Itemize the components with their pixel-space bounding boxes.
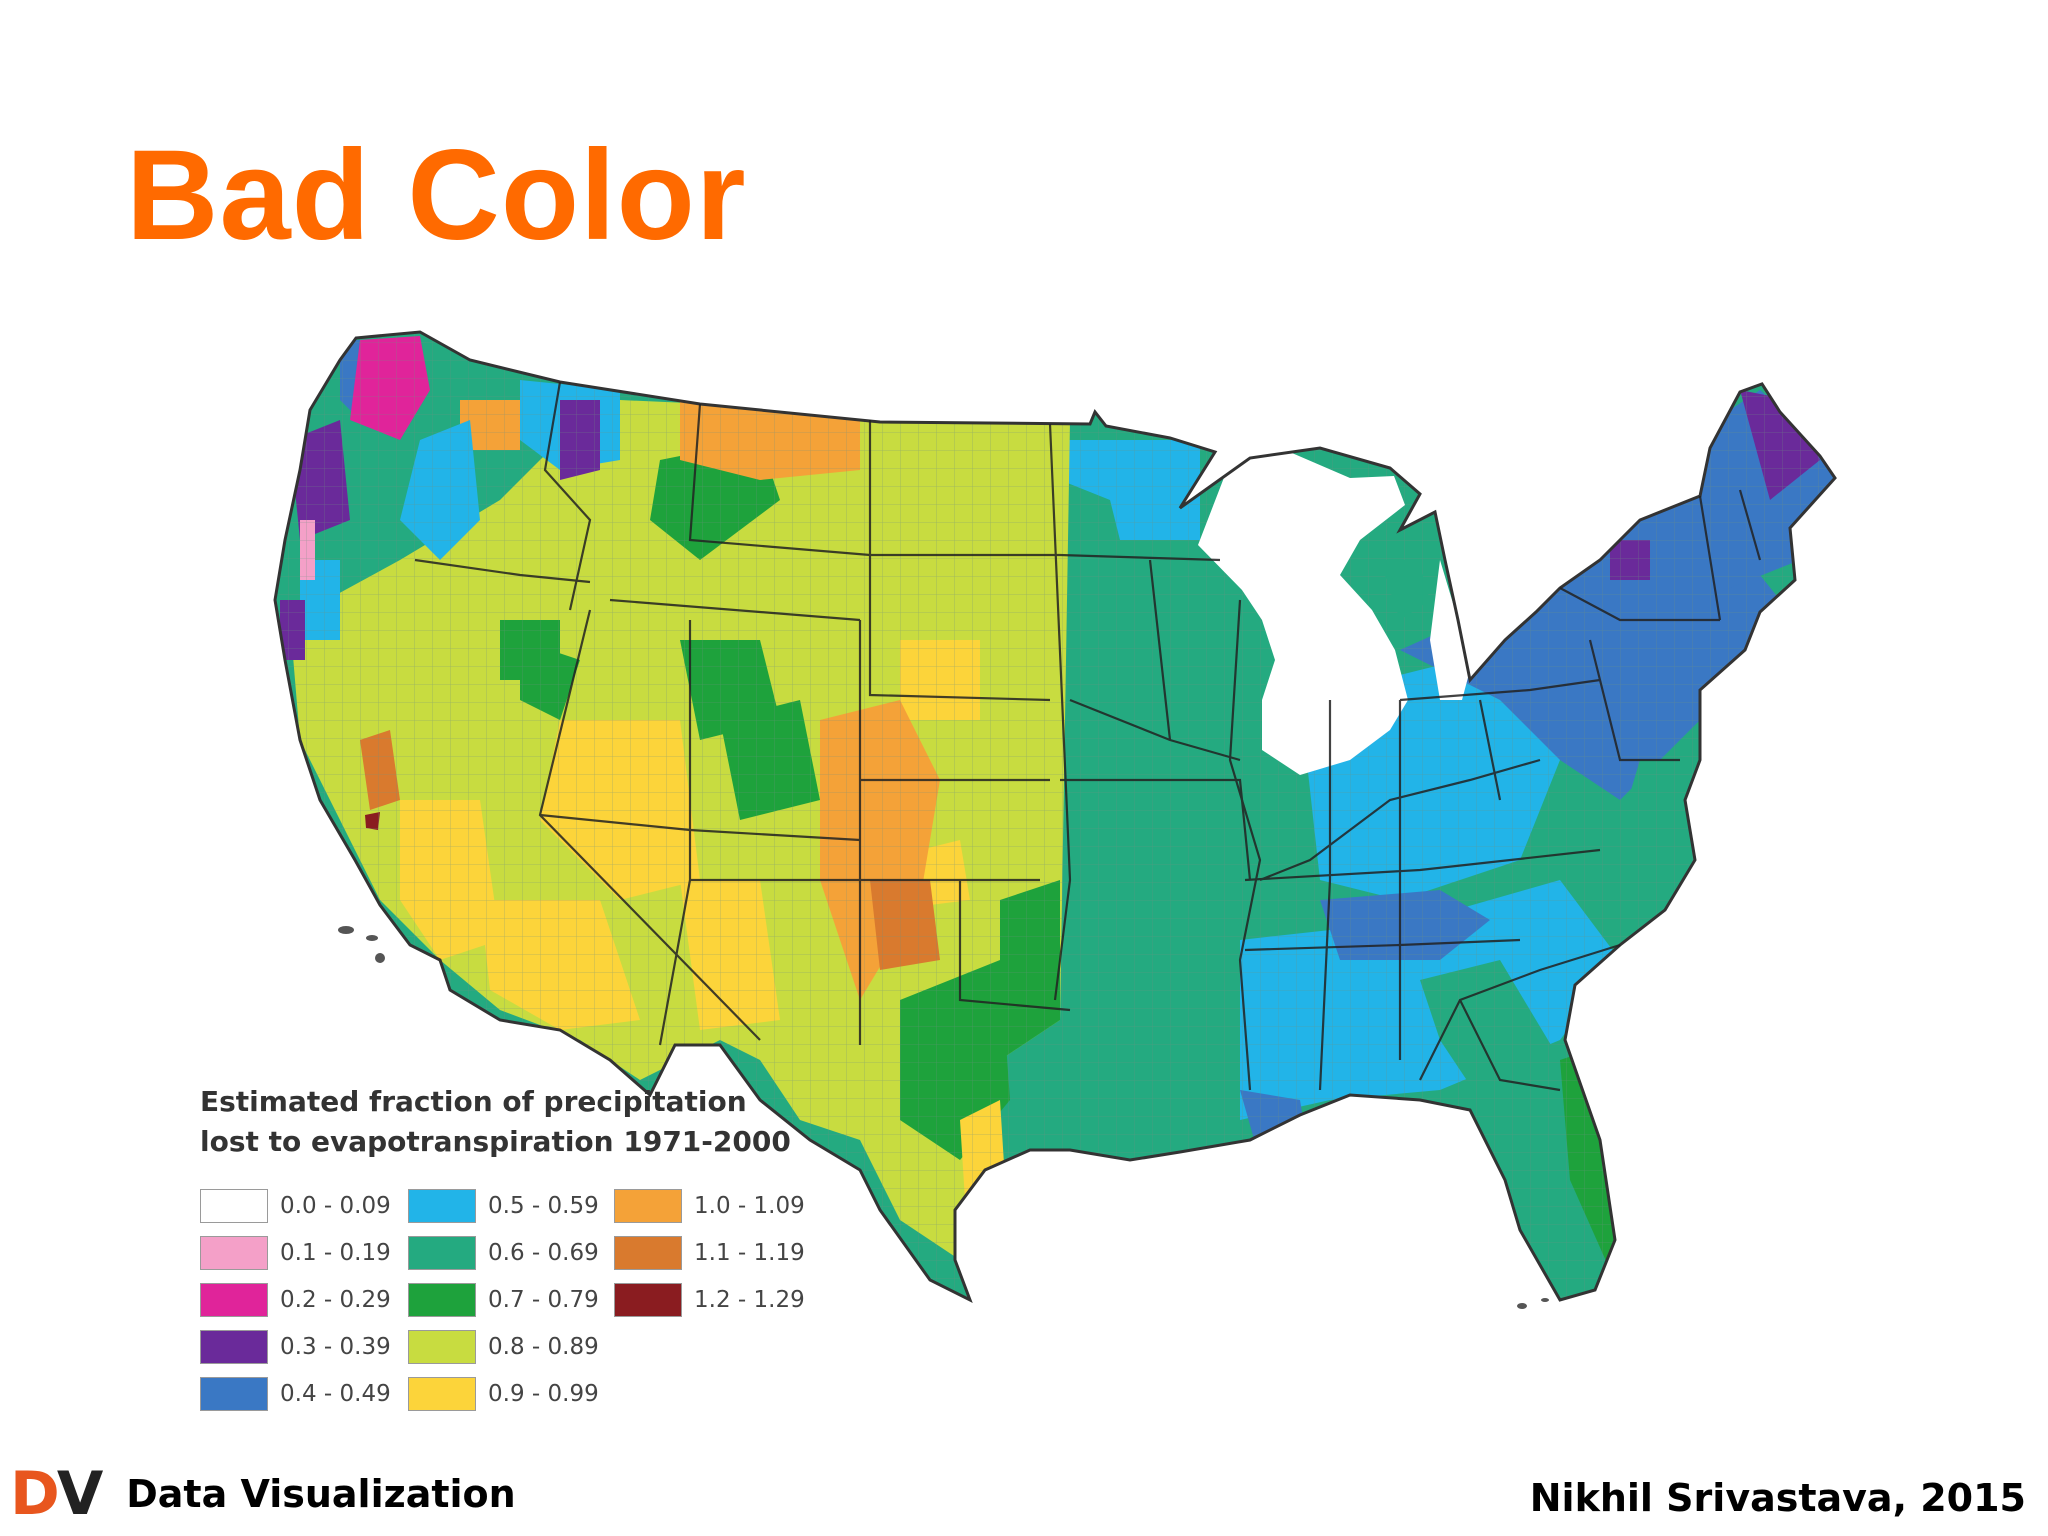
legend-label: 0.3 - 0.39 — [280, 1333, 391, 1360]
legend-item: 0.7 - 0.79 — [408, 1276, 614, 1323]
legend-swatch — [408, 1188, 476, 1223]
legend-label: 1.0 - 1.09 — [694, 1192, 805, 1219]
logo-letter-v: V — [56, 1459, 103, 1529]
legend-title-line-1: Estimated fraction of precipitation — [200, 1085, 747, 1118]
logo-letter-d: D — [10, 1459, 60, 1529]
legend-swatch — [200, 1376, 268, 1411]
legend-item: 0.4 - 0.49 — [200, 1370, 408, 1417]
legend-item: 1.1 - 1.19 — [614, 1229, 820, 1276]
legend-label: 1.2 - 1.29 — [694, 1286, 805, 1313]
legend-swatch — [408, 1282, 476, 1317]
legend-label: 0.9 - 0.99 — [488, 1380, 599, 1407]
legend-grid: 0.0 - 0.09 0.1 - 0.19 0.2 - 0.29 0.3 - 0.39… — [200, 1182, 820, 1417]
legend-swatch — [200, 1282, 268, 1317]
footer-course-title: Data Visualization — [126, 1472, 516, 1516]
legend-swatch — [408, 1376, 476, 1411]
legend-label: 0.8 - 0.89 — [488, 1333, 599, 1360]
state-borders — [414, 381, 1762, 1092]
legend-item: 1.0 - 1.09 — [614, 1182, 820, 1229]
legend-label: 0.1 - 0.19 — [280, 1239, 391, 1266]
legend-item: 0.8 - 0.89 — [408, 1323, 614, 1370]
islands — [338, 926, 1549, 1309]
footer-left: DV Data Visualization — [10, 1462, 516, 1526]
great-lakes — [1198, 450, 1408, 775]
legend-label: 0.4 - 0.49 — [280, 1380, 391, 1407]
footer-author: Nikhil Srivastava, 2015 — [1529, 1476, 2026, 1520]
michigan-upper — [1380, 560, 1430, 620]
dv-logo: DV — [10, 1464, 103, 1524]
legend-label: 0.6 - 0.69 — [488, 1239, 599, 1266]
legend-swatch — [200, 1188, 268, 1223]
legend-swatch — [200, 1235, 268, 1270]
legend-item: 0.0 - 0.09 — [200, 1182, 408, 1229]
legend-item: 0.5 - 0.59 — [408, 1182, 614, 1229]
legend-label: 0.2 - 0.29 — [280, 1286, 391, 1313]
legend-item: 0.1 - 0.19 — [200, 1229, 408, 1276]
legend-swatch — [408, 1329, 476, 1364]
legend-item: 0.3 - 0.39 — [200, 1323, 408, 1370]
map-legend: Estimated fraction of precipitation lost… — [200, 1082, 820, 1417]
slide-title: Bad Color — [126, 124, 747, 267]
legend-swatch — [614, 1188, 682, 1223]
legend-swatch — [408, 1235, 476, 1270]
legend-swatch — [200, 1329, 268, 1364]
legend-title: Estimated fraction of precipitation lost… — [200, 1082, 820, 1162]
legend-item: 0.9 - 0.99 — [408, 1370, 614, 1417]
legend-swatch — [614, 1282, 682, 1317]
us-outline — [273, 330, 1837, 1304]
legend-label: 0.0 - 0.09 — [280, 1192, 391, 1219]
lake-michigan — [1430, 560, 1470, 700]
legend-item: 0.6 - 0.69 — [408, 1229, 614, 1276]
legend-label: 0.7 - 0.79 — [488, 1286, 599, 1313]
legend-item: 1.2 - 1.29 — [614, 1276, 820, 1323]
legend-title-line-2: lost to evapotranspiration 1971-2000 — [200, 1125, 791, 1158]
legend-item: 0.2 - 0.29 — [200, 1276, 408, 1323]
legend-label: 0.5 - 0.59 — [488, 1192, 599, 1219]
legend-label: 1.1 - 1.19 — [694, 1239, 805, 1266]
legend-swatch — [614, 1235, 682, 1270]
